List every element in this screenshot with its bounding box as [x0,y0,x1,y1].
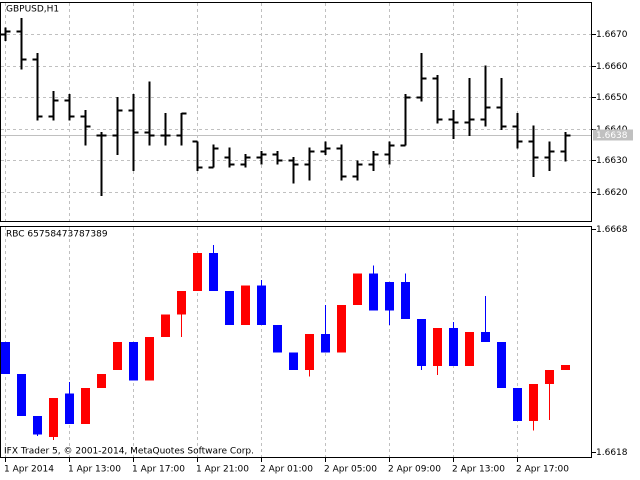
candle-body [1,342,10,375]
y-tick-label: 1.6660 [596,62,628,72]
x-tick-label: 1 Apr 2014 [4,465,54,475]
candle-body [305,333,314,371]
candle-body [353,273,362,305]
candle-body [257,285,266,326]
y-tick-label: 1.6668 [596,225,628,235]
panel-frame [0,2,592,222]
candle-body [65,393,74,425]
candle-body [497,342,506,388]
chart-title: GBPUSD,H1 [6,5,59,15]
candle-body [401,282,410,320]
candle-body [385,282,394,311]
x-tick-label: 2 Apr 05:00 [324,465,377,475]
candle-body [33,416,42,435]
x-tick-label: 2 Apr 01:00 [260,465,313,475]
candle-body [289,352,298,371]
candle-body [145,337,154,381]
candle-body [49,398,58,438]
candle-body [113,342,122,371]
x-tick-label: 1 Apr 21:00 [196,465,249,475]
candle-body [369,273,378,311]
candle-body [209,253,218,292]
y-tick-label: 1.6630 [596,156,628,166]
candle-body [225,291,234,326]
x-tick-label: 2 Apr 17:00 [516,465,569,475]
candle-body [529,383,538,421]
last-price-label: 1.6638 [596,131,628,141]
y-tick-label: 1.6618 [596,448,628,458]
candle-body [481,332,490,342]
candle-body [273,325,282,353]
candle-body [337,304,346,353]
candle-body [321,333,330,353]
y-tick-label: 1.6650 [596,93,628,103]
candle-body [241,285,250,326]
panel-frame [0,226,592,458]
candle-body [97,374,106,388]
y-tick-label: 1.6670 [596,30,628,40]
x-tick-label: 2 Apr 09:00 [388,465,441,475]
candle-body [177,291,186,315]
candle-body [193,253,202,292]
y-tick-label: 1.6620 [596,188,628,198]
last-price-box [593,129,633,141]
indicator-title: RBC 65758473787389 [6,230,108,240]
x-tick-label: 1 Apr 17:00 [132,465,185,475]
x-tick-label: 2 Apr 13:00 [452,465,505,475]
candle-body [449,328,458,367]
candle-body [545,370,554,384]
candle-body [513,387,522,421]
candle-body [417,319,426,367]
candle-body [81,387,90,425]
candle-body [129,342,138,381]
x-tick-label: 1 Apr 13:00 [68,465,121,475]
candle-body [17,374,26,417]
candle-body [561,365,570,371]
candle-body [161,314,170,338]
candle-body [465,332,474,367]
candle-body [433,328,442,367]
footer: IFX Trader 5, © 2001-2014, MetaQuotes So… [4,447,254,457]
